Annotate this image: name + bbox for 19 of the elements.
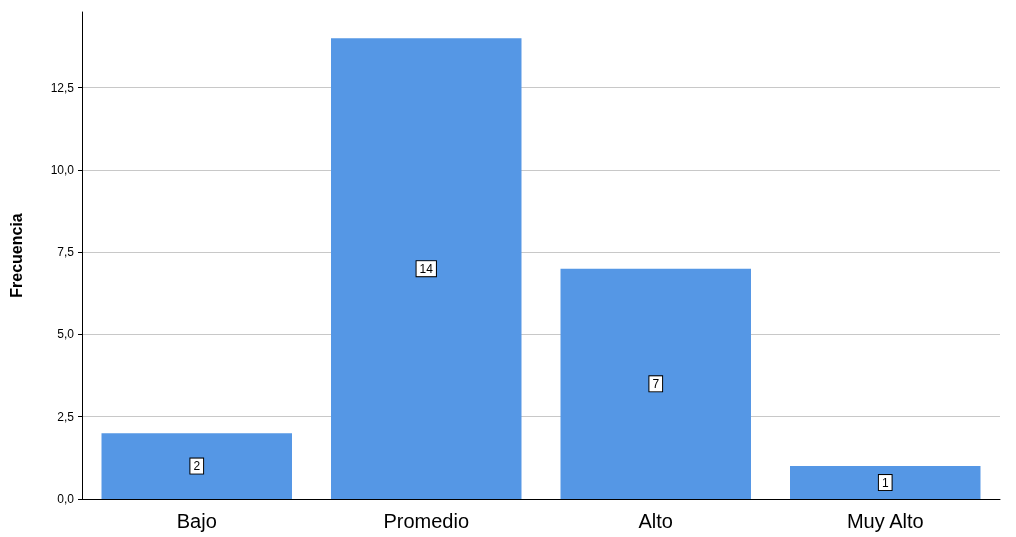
x-tick-label: Promedio bbox=[383, 510, 470, 532]
bar bbox=[331, 38, 522, 499]
y-tick-label: 5,0 bbox=[57, 327, 75, 342]
data-label: 2 bbox=[193, 459, 201, 474]
bar bbox=[790, 466, 981, 499]
x-tick-label: Alto bbox=[638, 510, 673, 532]
x-tick-label: Muy Alto bbox=[846, 510, 924, 532]
y-tick-label: 0,0 bbox=[57, 492, 75, 506]
y-tick-label: 10,0 bbox=[50, 162, 75, 177]
y-tick-label: 12,5 bbox=[50, 80, 75, 95]
bar bbox=[101, 433, 292, 499]
data-label: 7 bbox=[652, 376, 660, 391]
data-label: 1 bbox=[881, 475, 889, 490]
data-label: 14 bbox=[419, 261, 434, 276]
y-tick-label: 7,5 bbox=[57, 245, 75, 260]
bar bbox=[560, 268, 751, 499]
y-axis-title: Frecuencia bbox=[7, 213, 25, 298]
x-tick-label: Bajo bbox=[176, 510, 217, 532]
y-tick-label: 2,5 bbox=[57, 409, 75, 424]
